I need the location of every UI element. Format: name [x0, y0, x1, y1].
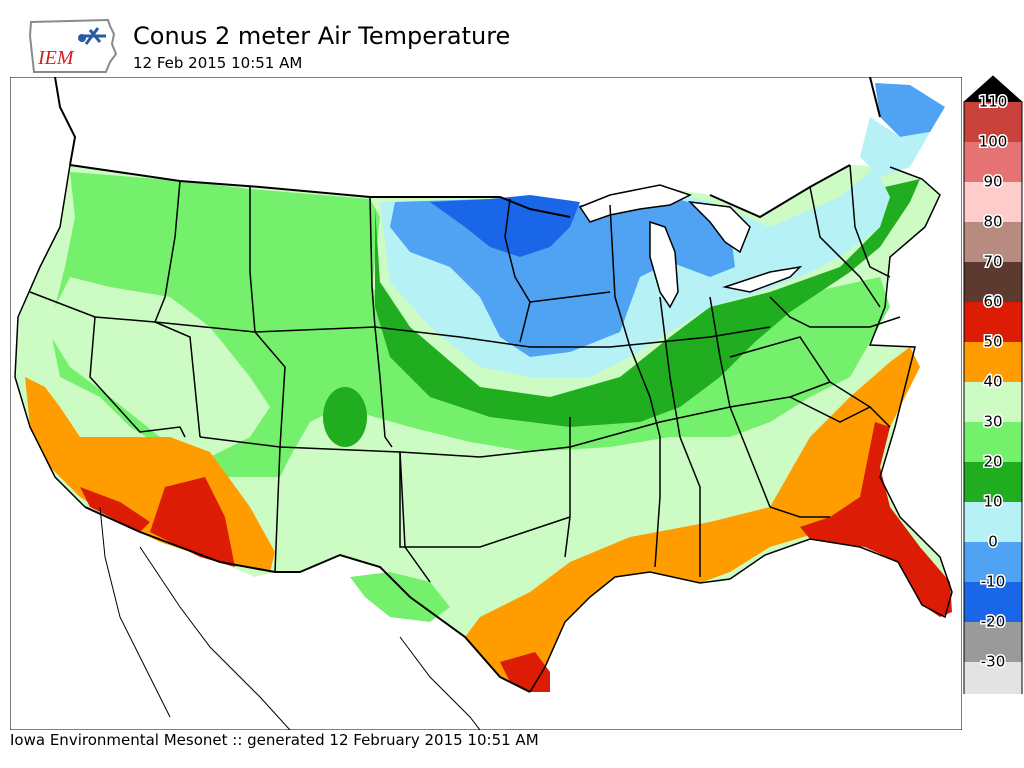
coastline-west [14, 164, 86, 508]
colorbar-cell [964, 222, 1022, 262]
state-boundaries [29, 164, 901, 583]
colorbar-overflow-high [964, 76, 1022, 102]
colorbar-cell [964, 102, 1022, 142]
colorbar-cell [964, 582, 1022, 622]
colorbar-label: 90 [983, 173, 1002, 191]
logo-text: IEM [37, 47, 75, 69]
colorbar-cell [964, 502, 1022, 542]
colorbar-cell [964, 622, 1022, 662]
temp-zone-30s-west-inner [45, 277, 270, 457]
temp-zone-20s-colorado [323, 387, 367, 447]
coastline-east [529, 166, 953, 693]
lake-superior [578, 184, 692, 223]
temp-zone-60s-florida [800, 422, 952, 617]
colorbar-label: 10 [983, 493, 1002, 511]
colorbar-outline [963, 75, 1023, 694]
colorbar-cell [964, 462, 1022, 502]
mexico-coast [99, 506, 481, 730]
wind-vane-icon [84, 27, 106, 45]
colorbar-label: 30 [983, 413, 1002, 431]
iem-logo: IEM [28, 18, 118, 73]
colorbar-label: -10 [981, 573, 1006, 591]
colorbar-label: 60 [983, 293, 1002, 311]
temp-zone-50s-south [465, 347, 920, 692]
colorbar-cell [964, 262, 1022, 302]
lake-huron [687, 200, 751, 254]
colorbar-cell [964, 662, 1022, 694]
colorbar-cells [963, 75, 1023, 694]
colorbar-cell [964, 302, 1022, 342]
colorbar-cell [964, 182, 1022, 222]
page-title: Conus 2 meter Air Temperature [133, 22, 511, 50]
temp-zone-60s-southwest [80, 477, 235, 567]
page-subtitle: 12 Feb 2015 10:51 AM [133, 54, 303, 72]
temp-zone-20s [375, 179, 920, 427]
colorbar-label: -20 [981, 613, 1006, 631]
colorbar-label: 50 [983, 333, 1002, 351]
colorbar-label: 0 [988, 533, 998, 551]
footer-attribution: Iowa Environmental Mesonet :: generated … [10, 731, 539, 749]
lake-erie [722, 265, 803, 293]
temp-zone-30s-texas [350, 572, 450, 622]
colorbar-label: 40 [983, 373, 1002, 391]
colorbar-cell [964, 422, 1022, 462]
colorbar-cell [964, 542, 1022, 582]
mexico-border [84, 506, 531, 693]
temp-zone-10s-maine [860, 117, 930, 177]
colorbar-cell [964, 342, 1022, 382]
temp-zone-60s-texas [500, 652, 550, 692]
colorbar-label: 20 [983, 453, 1002, 471]
colorbar-label: -30 [981, 653, 1006, 671]
temperature-map [10, 77, 962, 730]
colorbar-cell [964, 142, 1022, 182]
colorbar-cell [964, 382, 1022, 422]
colorbar-label: 110 [979, 93, 1008, 111]
colorbar-label: 70 [983, 253, 1002, 271]
colorbar-label: 100 [979, 133, 1008, 151]
temp-zone-0s-maine [875, 83, 945, 137]
colorbar-label: 80 [983, 213, 1002, 231]
lake-michigan [649, 220, 679, 309]
